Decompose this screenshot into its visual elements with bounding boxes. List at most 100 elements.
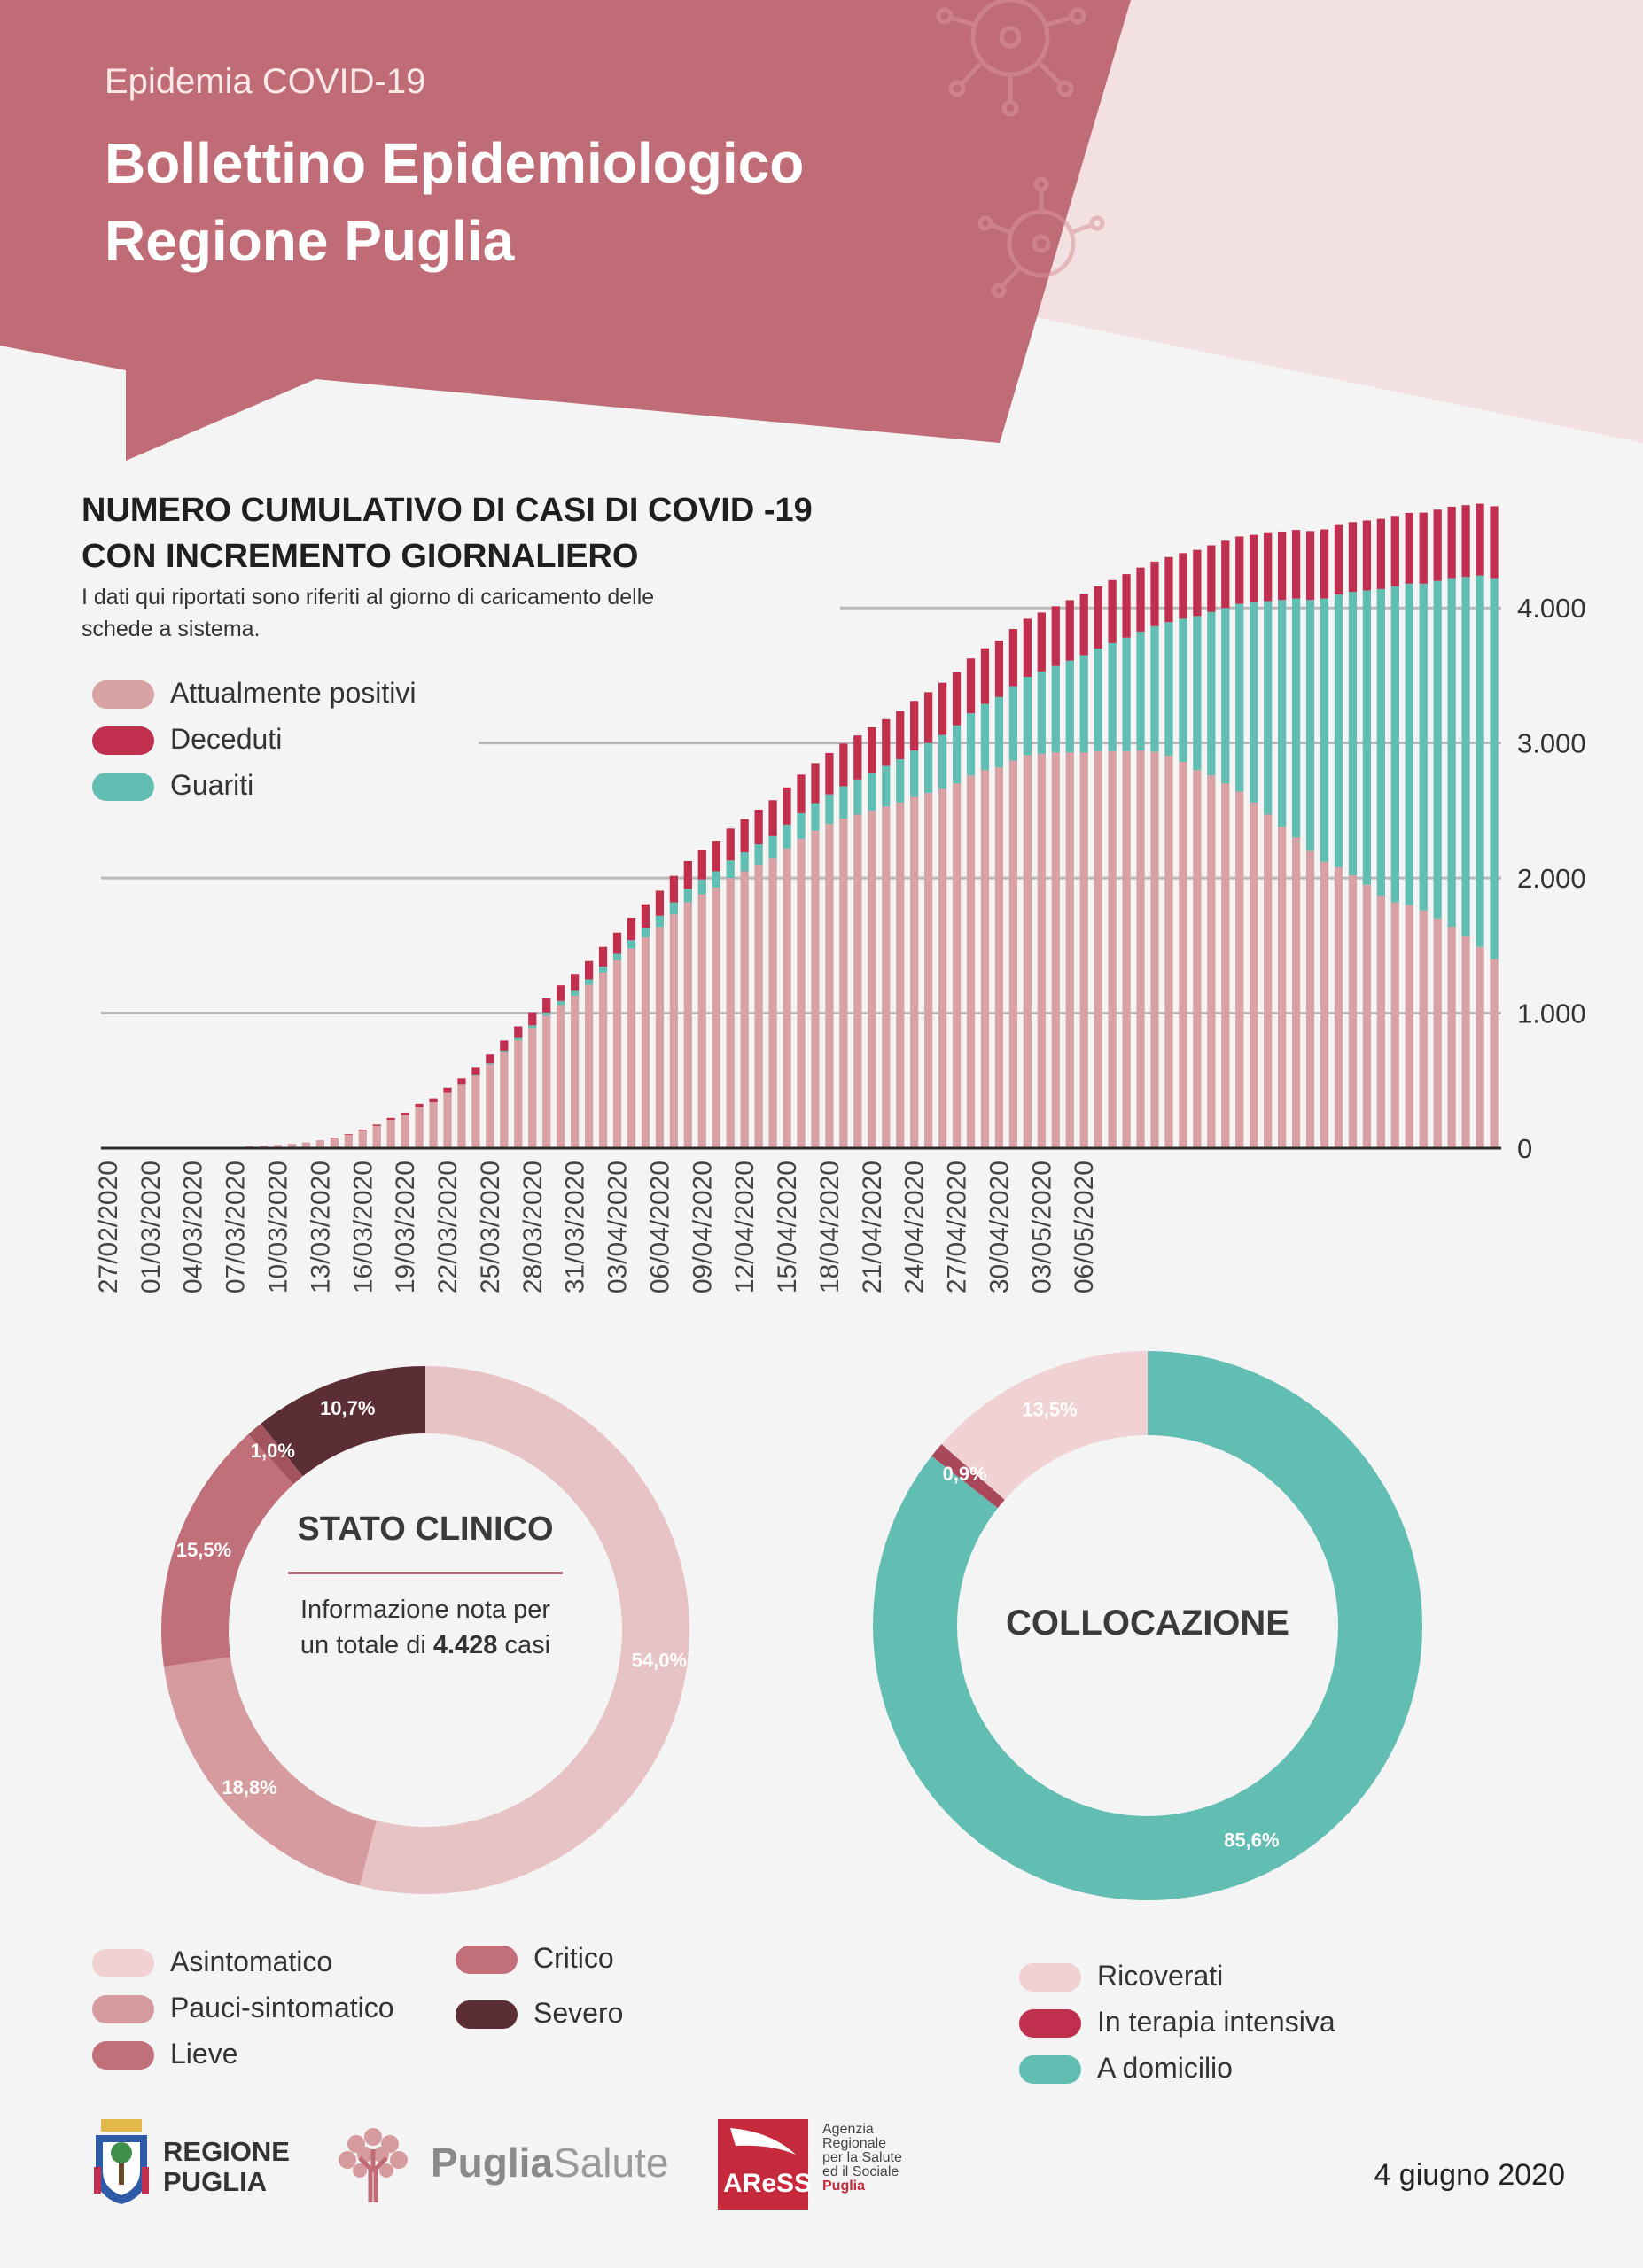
bar-segment-attualmente-positivi: [401, 1115, 409, 1148]
x-tick-label: 09/04/2020: [688, 1161, 717, 1293]
bar-segment-guariti: [1193, 616, 1202, 771]
bar-segment-guariti: [980, 703, 990, 771]
bar-segment-attualmente-positivi: [839, 819, 848, 1148]
stato-clinico-center: STATO CLINICO Informazione nota per un t…: [257, 1506, 594, 1663]
bar-segment-guariti: [1348, 591, 1358, 876]
bar-segment-deceduti: [500, 1040, 509, 1051]
bar-segment-attualmente-positivi: [500, 1052, 509, 1148]
y-tick-label: 3.000: [1517, 728, 1586, 759]
bar-segment-attualmente-positivi: [655, 926, 665, 1148]
cumulative-bar-chart: 0 1.000 2.000 3.000 4.000 27/02/2020 01/03/202…: [94, 503, 1586, 1293]
aress-line2: Regionale: [822, 2136, 887, 2151]
bar-segment-attualmente-positivi: [1094, 750, 1102, 1148]
bar-segment-deceduti: [655, 890, 665, 916]
bar-segment-deceduti: [1179, 553, 1187, 619]
bar-segment-attualmente-positivi: [1250, 802, 1258, 1148]
donut-data-label: 85,6%: [1224, 1829, 1279, 1851]
bar-segment-attualmente-positivi: [896, 802, 905, 1148]
bar-segment-attualmente-positivi: [287, 1144, 297, 1148]
x-tick-label: 13/03/2020: [306, 1161, 335, 1293]
bar-segment-deceduti: [740, 819, 749, 853]
bar-segment-guariti: [1305, 600, 1315, 851]
bar-segment-deceduti: [486, 1054, 494, 1064]
x-tick-label: 10/03/2020: [264, 1161, 293, 1293]
virus-icon: [936, 0, 1086, 117]
bar-segment-guariti: [1362, 590, 1372, 885]
donut-slice-severo: [261, 1366, 425, 1477]
bar-segment-guariti: [1376, 588, 1385, 896]
bar-segment-deceduti: [811, 763, 820, 804]
bar-segment-guariti: [1008, 686, 1018, 761]
bar-segment-guariti: [825, 794, 834, 825]
bar-segment-guariti: [768, 835, 777, 858]
bar-segment-deceduti: [1305, 531, 1315, 601]
bar-segment-attualmente-positivi: [1476, 946, 1484, 1148]
x-tick-label: 30/04/2020: [985, 1161, 1014, 1293]
bar-segment-attualmente-positivi: [1348, 875, 1358, 1148]
bar-segment-attualmente-positivi: [825, 824, 834, 1148]
legend-swatch: [92, 1995, 154, 2023]
bar-segment-deceduti: [443, 1087, 452, 1093]
bar-segment-guariti: [542, 1012, 551, 1016]
bar-segment-attualmente-positivi: [1037, 753, 1046, 1148]
bar-segment-deceduti: [1291, 530, 1301, 599]
aress-logo-text: Agenzia Regionale per la Salute ed il So…: [822, 2123, 902, 2194]
bar-segment-attualmente-positivi: [358, 1130, 367, 1148]
bar-segment-deceduti: [669, 875, 678, 903]
bar-segment-attualmente-positivi: [386, 1119, 395, 1148]
chart-title-line2: CON INCREMENTO GIORNALIERO: [82, 538, 639, 575]
bar-segment-guariti: [1390, 586, 1399, 903]
x-tick-label: 25/03/2020: [476, 1161, 505, 1293]
logo2-part2: Salute: [553, 2140, 669, 2186]
chart-note-line1: I dati qui riportati sono riferiti al gi…: [82, 585, 655, 610]
bar-segment-attualmente-positivi: [1291, 837, 1301, 1148]
bar-segment-attualmente-positivi: [315, 1140, 325, 1148]
bar-segment-guariti: [1150, 625, 1159, 752]
legend-label: Critico: [533, 1942, 614, 1974]
bar-segment-deceduti: [1250, 534, 1258, 603]
regione-puglia-crest-icon: [94, 2119, 149, 2204]
bar-segment-attualmente-positivi: [811, 830, 820, 1148]
bar-segment-attualmente-positivi: [301, 1142, 311, 1148]
x-tick-label: 03/05/2020: [1027, 1161, 1056, 1293]
bar-segment-guariti: [910, 750, 919, 797]
bar-segment-deceduti: [1348, 522, 1358, 592]
bar-segment-deceduti: [966, 658, 976, 714]
bar-segment-guariti: [697, 879, 706, 895]
bar-segment-guariti: [712, 871, 720, 888]
bar-segment-deceduti: [910, 701, 919, 751]
stato-clinico-legend-right: Critico Severo: [456, 1942, 686, 2034]
bar-segment-deceduti: [627, 917, 636, 941]
aress-line5: Puglia: [822, 2179, 866, 2194]
bar-segment-guariti: [882, 765, 891, 807]
x-tick-label: 01/03/2020: [136, 1161, 166, 1293]
legend-swatch: [92, 680, 154, 709]
bar-segment-deceduti: [1079, 594, 1088, 656]
bar-segment-guariti: [1461, 577, 1470, 936]
bar-segment-deceduti: [882, 718, 891, 766]
donut-data-label: 13,5%: [1022, 1398, 1077, 1420]
bar-segment-attualmente-positivi: [372, 1125, 381, 1148]
title-divider: [288, 1572, 563, 1574]
bar-segment-deceduti: [1320, 529, 1329, 599]
bar-segment-deceduti: [401, 1112, 409, 1115]
bar-segment-attualmente-positivi: [1461, 936, 1470, 1148]
bar-segment-attualmente-positivi: [471, 1075, 480, 1148]
donut-slices: [873, 1351, 1422, 1900]
bar-segment-guariti: [1419, 583, 1428, 911]
bar-segment-deceduti: [1376, 518, 1385, 589]
donut-labels: 54,0% 18,8% 15,5% 1,0% 10,7%: [176, 1397, 687, 1798]
bar-segment-attualmente-positivi: [528, 1028, 537, 1148]
bar-segment-guariti: [571, 990, 580, 996]
center-text-2c: casi: [504, 1631, 551, 1659]
bars: [245, 503, 1499, 1148]
bar-segment-attualmente-positivi: [966, 775, 976, 1148]
bar-segment-attualmente-positivi: [1235, 791, 1244, 1148]
bar-segment-attualmente-positivi: [754, 864, 763, 1148]
bar-segment-guariti: [924, 742, 933, 794]
donut-data-label: 54,0%: [632, 1649, 687, 1671]
bar-segment-deceduti: [868, 726, 876, 773]
legend-label: Severo: [533, 1997, 624, 2029]
aress-logo-mark: AReSS: [718, 2119, 812, 2210]
